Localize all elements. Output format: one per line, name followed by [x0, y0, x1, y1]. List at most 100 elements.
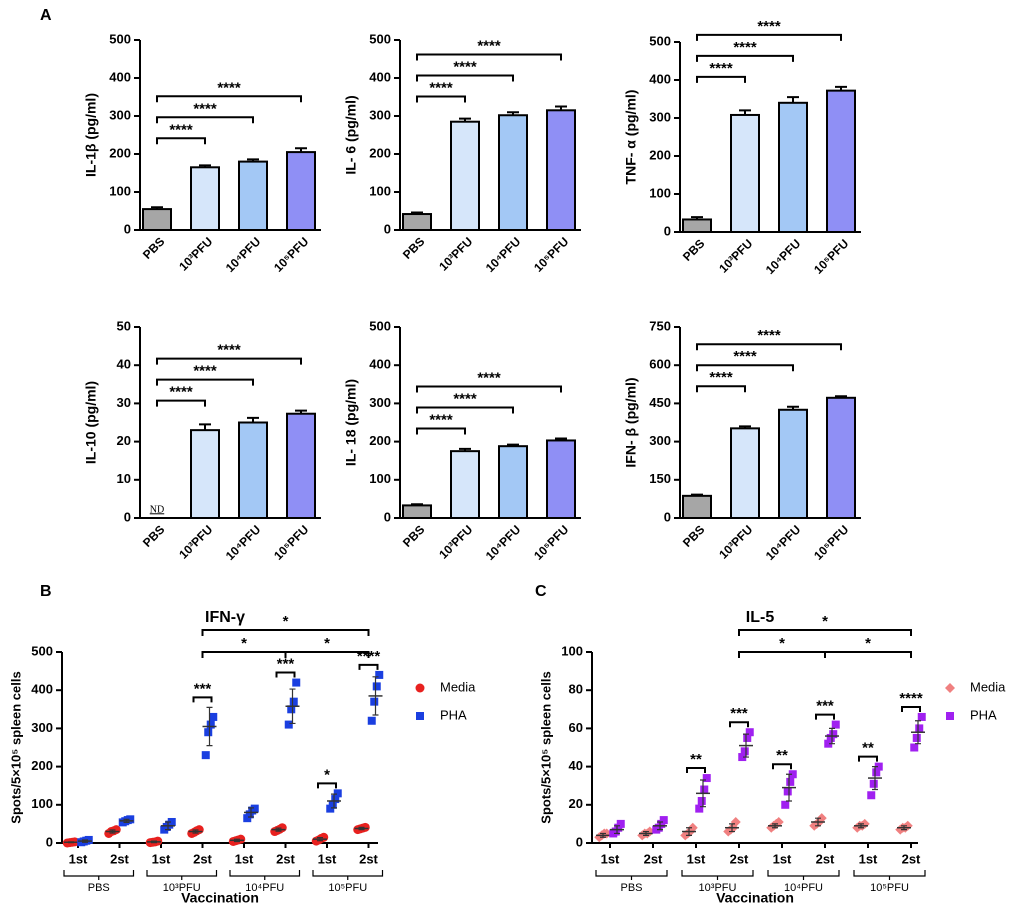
error-bar [835, 85, 847, 91]
data-point [287, 705, 296, 714]
significance-bracket [901, 705, 921, 712]
error-bar [82, 839, 88, 843]
significance-bracket [772, 763, 792, 770]
x-tick-label: 10⁴PFU [763, 522, 804, 563]
significance-bracket [416, 53, 562, 61]
group-label: 10⁴PFU [245, 882, 284, 894]
bar [498, 445, 528, 519]
significance-label: ** [776, 747, 788, 764]
error-bar [199, 164, 211, 168]
x-axis-label: Vaccination [181, 890, 259, 906]
significance-label: * [865, 635, 871, 652]
significance-label: **** [899, 690, 923, 707]
bar [402, 213, 432, 231]
significance-bracket [696, 343, 842, 351]
group-bracket [312, 870, 384, 880]
y-tick-label: 10 [117, 471, 131, 486]
y-tick-label: 20 [117, 433, 131, 448]
group-label: 10⁵PFU [328, 882, 367, 894]
data-point [912, 733, 921, 742]
y-tick-label: 200 [369, 145, 391, 160]
significance-bracket [317, 782, 337, 789]
y-tick-label: 500 [109, 31, 131, 46]
data-point [659, 816, 668, 825]
significance-bracket [738, 629, 912, 636]
y-tick-label: 150 [649, 471, 671, 486]
y-tick-label: 100 [649, 185, 671, 200]
group-bracket [595, 870, 668, 880]
error-bar [700, 779, 706, 808]
significance-bracket [815, 713, 835, 720]
error-bar [295, 147, 307, 153]
data-point [204, 728, 213, 737]
data-point [788, 770, 797, 779]
x-tick-label: 2st [359, 851, 378, 866]
group-label: 10³PFU [699, 882, 737, 894]
y-tick-label: 30 [117, 395, 131, 410]
significance-bracket [858, 755, 878, 762]
x-axis-label: Vaccination [716, 890, 794, 906]
bar [142, 208, 172, 232]
y-axis-label: Spots/5×10⁵ spleen cells [538, 671, 553, 823]
data-point [289, 697, 298, 706]
significance-label: * [283, 613, 289, 630]
significance-label: **** [733, 348, 757, 365]
error-bar [109, 829, 116, 834]
significance-label: **** [217, 342, 241, 359]
significance-label: ** [690, 751, 702, 768]
data-point [783, 787, 792, 796]
error-bar [555, 437, 567, 441]
significance-label: **** [733, 39, 757, 56]
significance-label: **** [169, 121, 193, 138]
significance-label: * [241, 635, 247, 652]
x-tick-label: 2st [730, 851, 749, 866]
bar [778, 408, 808, 519]
y-tick-label: 450 [649, 395, 671, 410]
significance-bracket [156, 399, 206, 407]
bar [826, 396, 856, 519]
error-bar [151, 840, 157, 844]
legend-marker [416, 712, 424, 720]
x-tick-label: 10⁵PFU [271, 234, 311, 274]
x-tick-label: 2st [193, 851, 212, 866]
y-tick-label: 600 [649, 357, 671, 372]
error-bar [234, 838, 240, 843]
error-bar [507, 111, 519, 116]
bar [286, 151, 316, 232]
bar [826, 89, 856, 233]
significance-label: **** [477, 37, 501, 54]
group-label: 10³PFU [163, 882, 201, 894]
error-bar [317, 837, 323, 842]
error-bar [743, 733, 749, 758]
group-label: 10⁵PFU [870, 882, 909, 894]
error-bar [729, 823, 735, 833]
significance-bracket [156, 95, 302, 103]
error-bar [507, 443, 519, 447]
error-bar [295, 409, 307, 414]
significance-bracket [686, 767, 706, 774]
x-tick-label: 10⁴PFU [223, 522, 264, 563]
significance-bracket [156, 116, 254, 124]
x-tick-label: 10⁵PFU [811, 236, 851, 276]
y-tick-label: 0 [46, 834, 53, 849]
significance-bracket [824, 651, 912, 658]
x-tick-label: 10⁵PFU [271, 522, 311, 562]
significance-label: **** [429, 412, 453, 429]
significance-label: *** [194, 680, 212, 697]
significance-label: **** [453, 58, 477, 75]
x-tick-label: 2st [644, 851, 663, 866]
significance-label: **** [709, 369, 733, 386]
data-point [206, 720, 215, 729]
y-tick-label: 500 [649, 33, 671, 48]
x-tick-label: PBS [140, 522, 167, 549]
significance-bracket [696, 33, 842, 41]
x-tick-label: 1st [859, 851, 878, 866]
data-point [370, 697, 379, 706]
bar [450, 120, 480, 231]
error-bar [643, 830, 649, 836]
significance-label: **** [477, 370, 501, 387]
x-tick-label: 10⁴PFU [483, 522, 524, 563]
data-point [333, 789, 342, 798]
panel-label: C [535, 583, 547, 600]
